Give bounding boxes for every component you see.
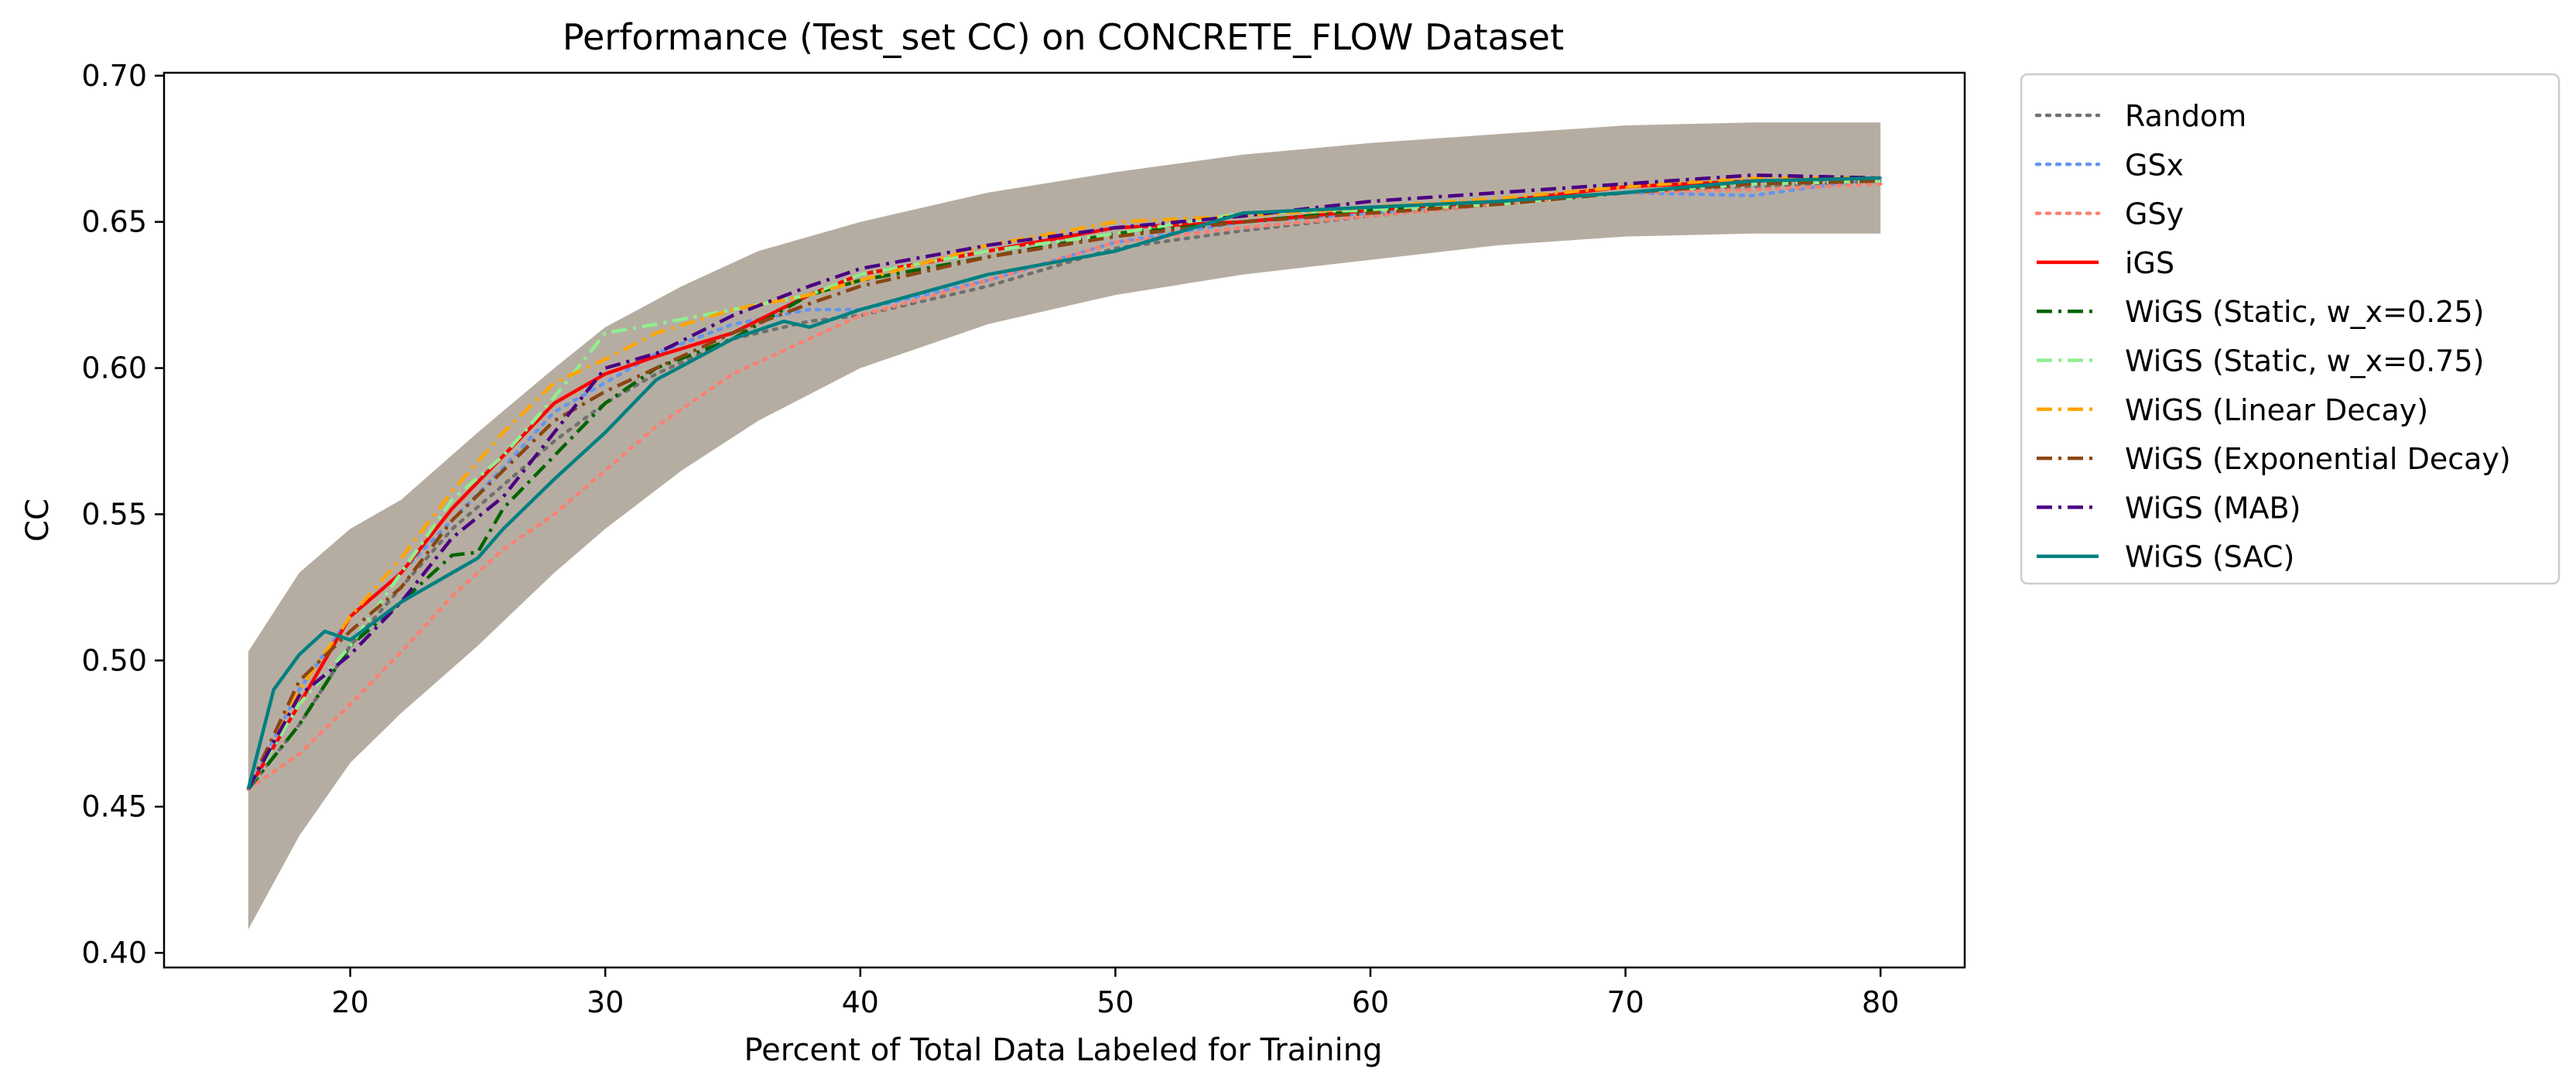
legend: Random GSx GSy iGS WiGS (Static, w_x=0.25) Wi… bbox=[2020, 73, 2561, 585]
legend-label: WiGS (Static, w_x=0.25) bbox=[2125, 295, 2484, 329]
legend-items: Random GSx GSy iGS WiGS (Static, w_x=0.25) Wi… bbox=[2034, 99, 2511, 574]
legend-frame bbox=[2020, 73, 2561, 585]
y-tick-label: 0.50 bbox=[81, 643, 147, 677]
legend-label: WiGS (Static, w_x=0.75) bbox=[2125, 344, 2484, 378]
legend-label: iGS bbox=[2125, 246, 2174, 280]
legend-label: WiGS (Exponential Decay) bbox=[2125, 442, 2511, 476]
x-tick-label: 60 bbox=[1352, 985, 1389, 1019]
y-axis: 0.40 0.45 0.50 0.55 0.60 0.65 0.70 bbox=[81, 59, 164, 970]
legend-label: WiGS (Linear Decay) bbox=[2125, 393, 2428, 427]
x-tick-label: 70 bbox=[1606, 985, 1644, 1019]
y-tick-label: 0.60 bbox=[81, 351, 147, 385]
x-axis-label: Percent of Total Data Labeled for Traini… bbox=[744, 1032, 1382, 1068]
x-tick-label: 50 bbox=[1096, 985, 1134, 1019]
x-tick-label: 40 bbox=[842, 985, 879, 1019]
x-tick-label: 20 bbox=[331, 985, 368, 1019]
y-tick-label: 0.65 bbox=[81, 205, 147, 239]
series-layer bbox=[246, 173, 1883, 791]
legend-label: GSx bbox=[2125, 148, 2184, 182]
series-line-9 bbox=[246, 173, 1881, 790]
legend-label: WiGS (MAB) bbox=[2125, 491, 2301, 525]
series-line-10 bbox=[246, 176, 1881, 790]
x-tick-label: 30 bbox=[587, 985, 624, 1019]
plot-frame bbox=[162, 71, 1966, 969]
series-line-8 bbox=[246, 179, 1881, 790]
y-tick-label: 0.45 bbox=[81, 789, 147, 824]
x-axis: 20 30 40 50 60 70 80 bbox=[331, 967, 1899, 1019]
legend-label: Random bbox=[2125, 99, 2246, 133]
x-tick-label: 80 bbox=[1862, 985, 1899, 1019]
legend-label: WiGS (SAC) bbox=[2125, 540, 2294, 574]
y-tick-label: 0.70 bbox=[81, 59, 147, 93]
y-tick-label: 0.55 bbox=[81, 497, 147, 531]
y-tick-label: 0.40 bbox=[81, 936, 147, 970]
y-axis-label: CC bbox=[20, 498, 56, 542]
chart-title: Performance (Test_set CC) on CONCRETE_FL… bbox=[563, 16, 1564, 58]
legend-label: GSy bbox=[2125, 197, 2184, 231]
